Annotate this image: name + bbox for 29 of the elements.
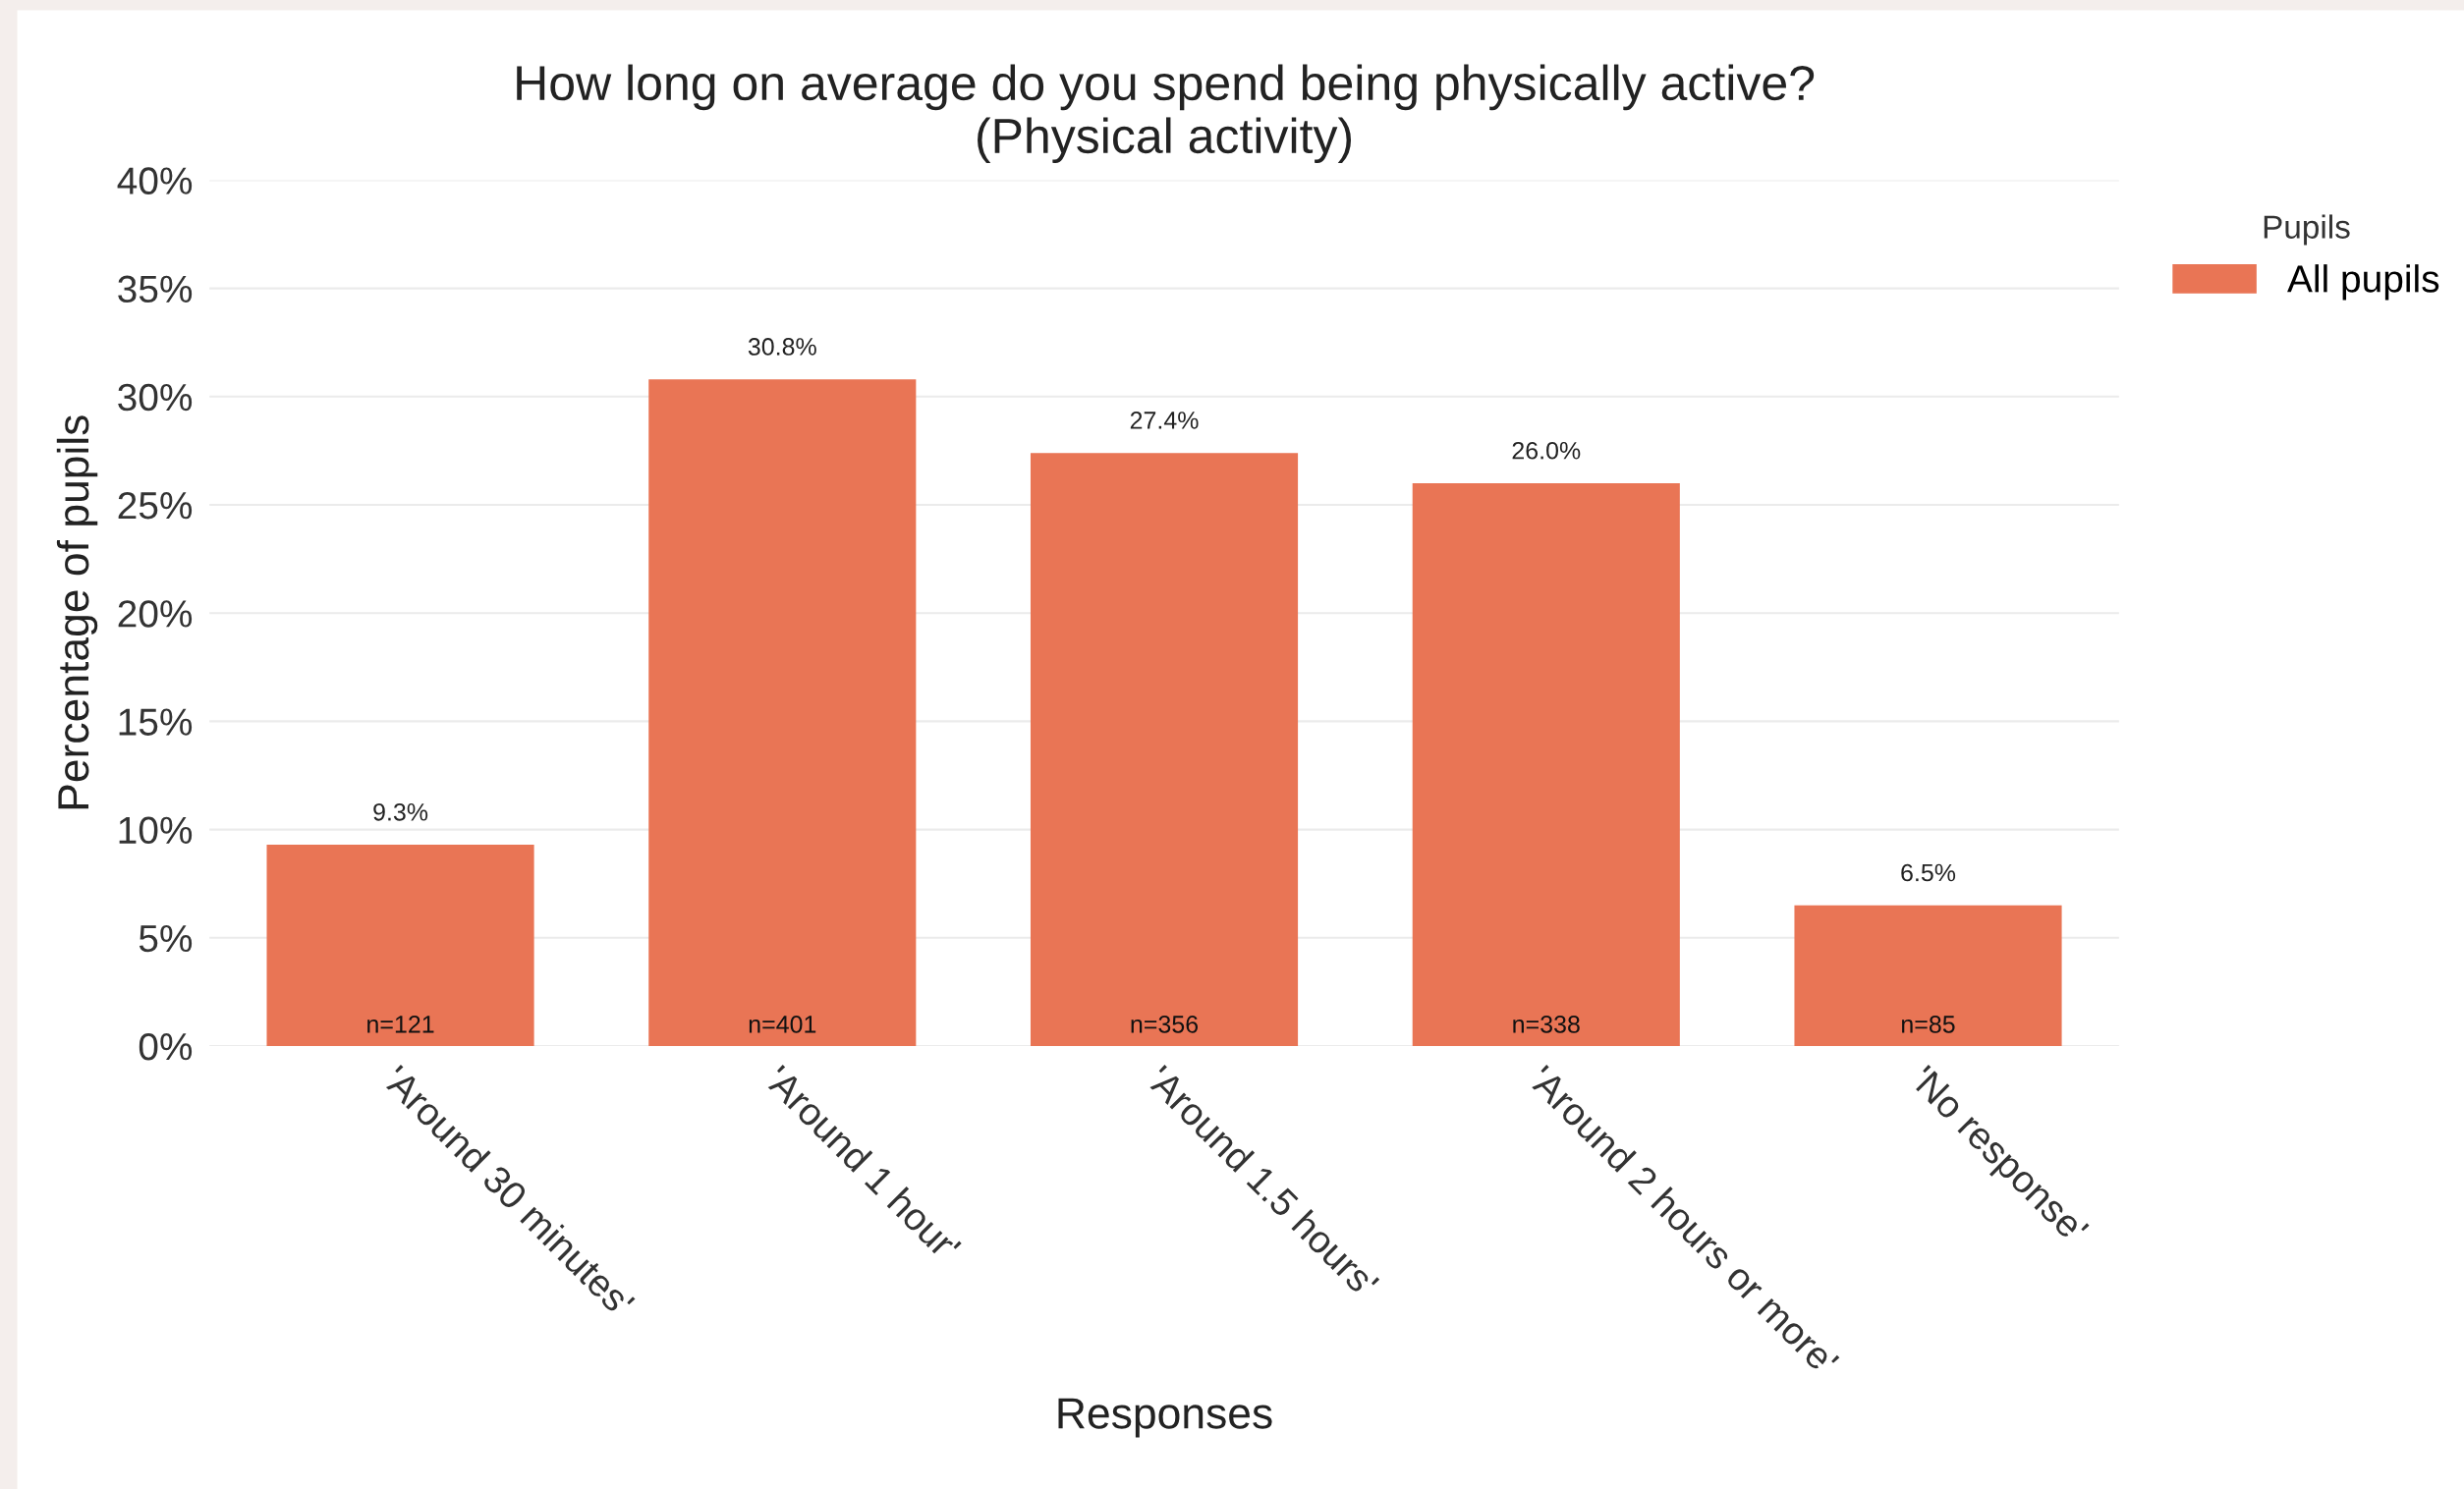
- x-axis-title: Responses: [1058, 1398, 1272, 1438]
- y-tick-label: 5%: [139, 924, 193, 953]
- chart-title: How long on average do you spend being physically active? (Physical activity): [517, 64, 1815, 164]
- data-label: 26.0%: [1512, 441, 1581, 460]
- y-tick-label: 30%: [118, 383, 193, 412]
- y-tick-label: 15%: [119, 708, 193, 736]
- bar: [648, 379, 917, 1046]
- bar: [1030, 453, 1299, 1046]
- y-tick-label: 20%: [118, 600, 193, 628]
- legend-title: Pupils: [2264, 214, 2350, 246]
- annotation: n=85: [1902, 1016, 1955, 1033]
- bar: [266, 845, 534, 1046]
- bar: [1412, 482, 1680, 1046]
- legend-label: All pupils: [2287, 264, 2439, 301]
- annotation: n=356: [1131, 1016, 1199, 1033]
- y-tick-label: 10%: [119, 816, 193, 845]
- y-tick-label: 25%: [118, 491, 193, 520]
- annotation: n=401: [749, 1016, 816, 1033]
- y-tick-label: 35%: [118, 275, 193, 303]
- data-label: 9.3%: [373, 802, 428, 821]
- y-tick-label: 40%: [117, 167, 193, 194]
- bar: [1794, 905, 2062, 1046]
- y-tick-label: 0%: [139, 1032, 193, 1061]
- data-label: 30.8%: [748, 338, 816, 356]
- data-label: 6.5%: [1901, 863, 1956, 882]
- annotation: n=121: [367, 1016, 434, 1033]
- y-axis-title: Percentage of pupils: [56, 415, 98, 809]
- annotation: n=338: [1513, 1016, 1580, 1033]
- data-label: 27.4%: [1130, 412, 1199, 429]
